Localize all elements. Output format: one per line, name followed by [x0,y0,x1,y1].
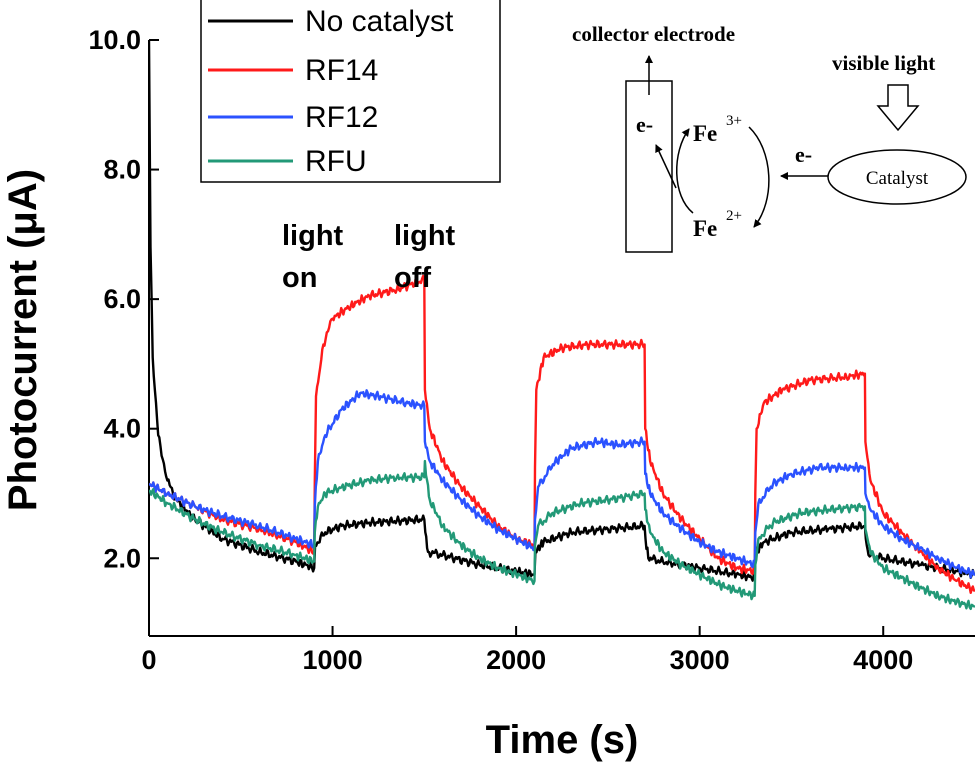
annotation-light-off-line2: off [394,262,431,294]
legend: No catalyst RF14 RF12 RFU [200,0,501,183]
x-tick-label: 3000 [670,645,730,675]
mechanism-schematic: collector electrode visible light e- Fe … [572,22,967,253]
catalyst-label: Catalyst [866,168,929,189]
y-tick-label: 6.0 [103,284,141,314]
x-tick-label: 0 [141,645,156,675]
fe2-base: Fe [693,216,717,241]
legend-label-rf14: RF14 [305,54,378,87]
visible-light-label: visible light [832,51,935,75]
redox-cycle-right-arc [748,126,770,228]
y-axis-title: Photocurrent (μA) [1,169,45,511]
collector-electrode [625,80,673,253]
electron-transfer-arrow [655,144,677,189]
series-layer [149,40,975,611]
fe3-label: Fe 3+ [693,113,742,146]
annotation-light-on-line2: on [282,262,317,294]
legend-label-rfu: RFU [305,145,367,178]
x-tick-label: 2000 [486,645,546,675]
annotation-light-off-line1: light [394,220,456,252]
redox-cycle-left-arc [676,128,694,214]
legend-label-rf12: RF12 [305,101,378,134]
x-axis-title: Time (s) [486,718,639,762]
annotation-light-on-line1: light [282,220,344,252]
light-arrow-icon [876,84,920,132]
fe2-superscript: 2+ [726,208,742,224]
x-tick-label: 4000 [853,645,913,675]
legend-box [200,0,501,183]
catalyst-ellipse [827,149,967,205]
series-line-rfu [149,459,975,611]
legend-label-no-catalyst: No catalyst [305,5,454,38]
y-tick-label: 10.0 [88,25,141,55]
ticks: 0 1000 2000 3000 4000 2.0 4.0 6.0 8.0 10.0 [88,25,913,675]
collector-electrode-label: collector electrode [572,22,735,46]
electron-label-catalyst: e- [795,142,812,167]
fe3-base: Fe [693,121,717,146]
x-tick-label: 1000 [303,645,363,675]
y-tick-label: 2.0 [103,543,141,573]
electron-label-electrode: e- [636,112,653,137]
series-line-no-catalyst [149,40,975,582]
y-tick-label: 8.0 [103,155,141,185]
annotation-light-off: light off [394,220,456,294]
fe2-label: Fe 2+ [693,208,742,241]
y-tick-label: 4.0 [103,414,141,444]
fe3-superscript: 3+ [726,113,742,129]
series-line-rf12 [149,389,975,579]
annotation-light-on: light on [282,220,344,294]
